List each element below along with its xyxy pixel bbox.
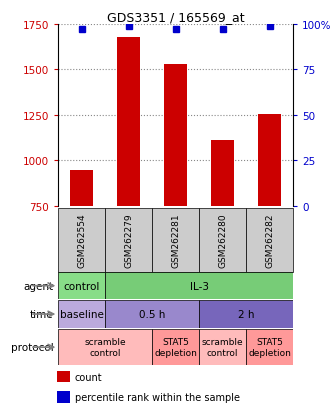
Text: STAT5
depletion: STAT5 depletion (154, 338, 197, 357)
Bar (152, 209, 199, 273)
Text: baseline: baseline (60, 309, 104, 319)
Bar (211, 141, 234, 206)
Bar (246, 209, 293, 273)
Text: protocol: protocol (11, 342, 54, 352)
Bar (152, 329, 199, 366)
Text: 0.5 h: 0.5 h (139, 309, 166, 319)
Bar (58, 300, 105, 328)
Text: GSM262282: GSM262282 (265, 214, 274, 268)
Text: control: control (64, 281, 100, 291)
Text: GSM262281: GSM262281 (171, 214, 180, 268)
Text: IL-3: IL-3 (189, 281, 209, 291)
Text: GSM262554: GSM262554 (77, 214, 86, 268)
Bar (117, 38, 141, 206)
Bar (199, 209, 246, 273)
Bar (58, 329, 152, 366)
Text: time: time (30, 309, 54, 319)
Bar (57, 392, 70, 403)
Bar (199, 329, 246, 366)
Text: agent: agent (23, 281, 54, 291)
Bar (57, 371, 70, 382)
Text: percentile rank within the sample: percentile rank within the sample (75, 392, 240, 402)
Title: GDS3351 / 165569_at: GDS3351 / 165569_at (107, 11, 244, 24)
Text: GSM262279: GSM262279 (124, 214, 133, 268)
Bar (258, 115, 281, 206)
Bar (58, 273, 105, 299)
Bar (164, 65, 187, 206)
Bar (58, 209, 105, 273)
Bar (199, 300, 293, 328)
Text: 2 h: 2 h (238, 309, 254, 319)
Text: GSM262280: GSM262280 (218, 214, 227, 268)
Text: STAT5
depletion: STAT5 depletion (248, 338, 291, 357)
Bar (105, 209, 152, 273)
Bar (70, 170, 94, 206)
Text: scramble
control: scramble control (202, 338, 243, 357)
Text: count: count (75, 372, 103, 382)
Bar (105, 300, 199, 328)
Text: scramble
control: scramble control (85, 338, 126, 357)
Bar (105, 273, 293, 299)
Bar (246, 329, 293, 366)
